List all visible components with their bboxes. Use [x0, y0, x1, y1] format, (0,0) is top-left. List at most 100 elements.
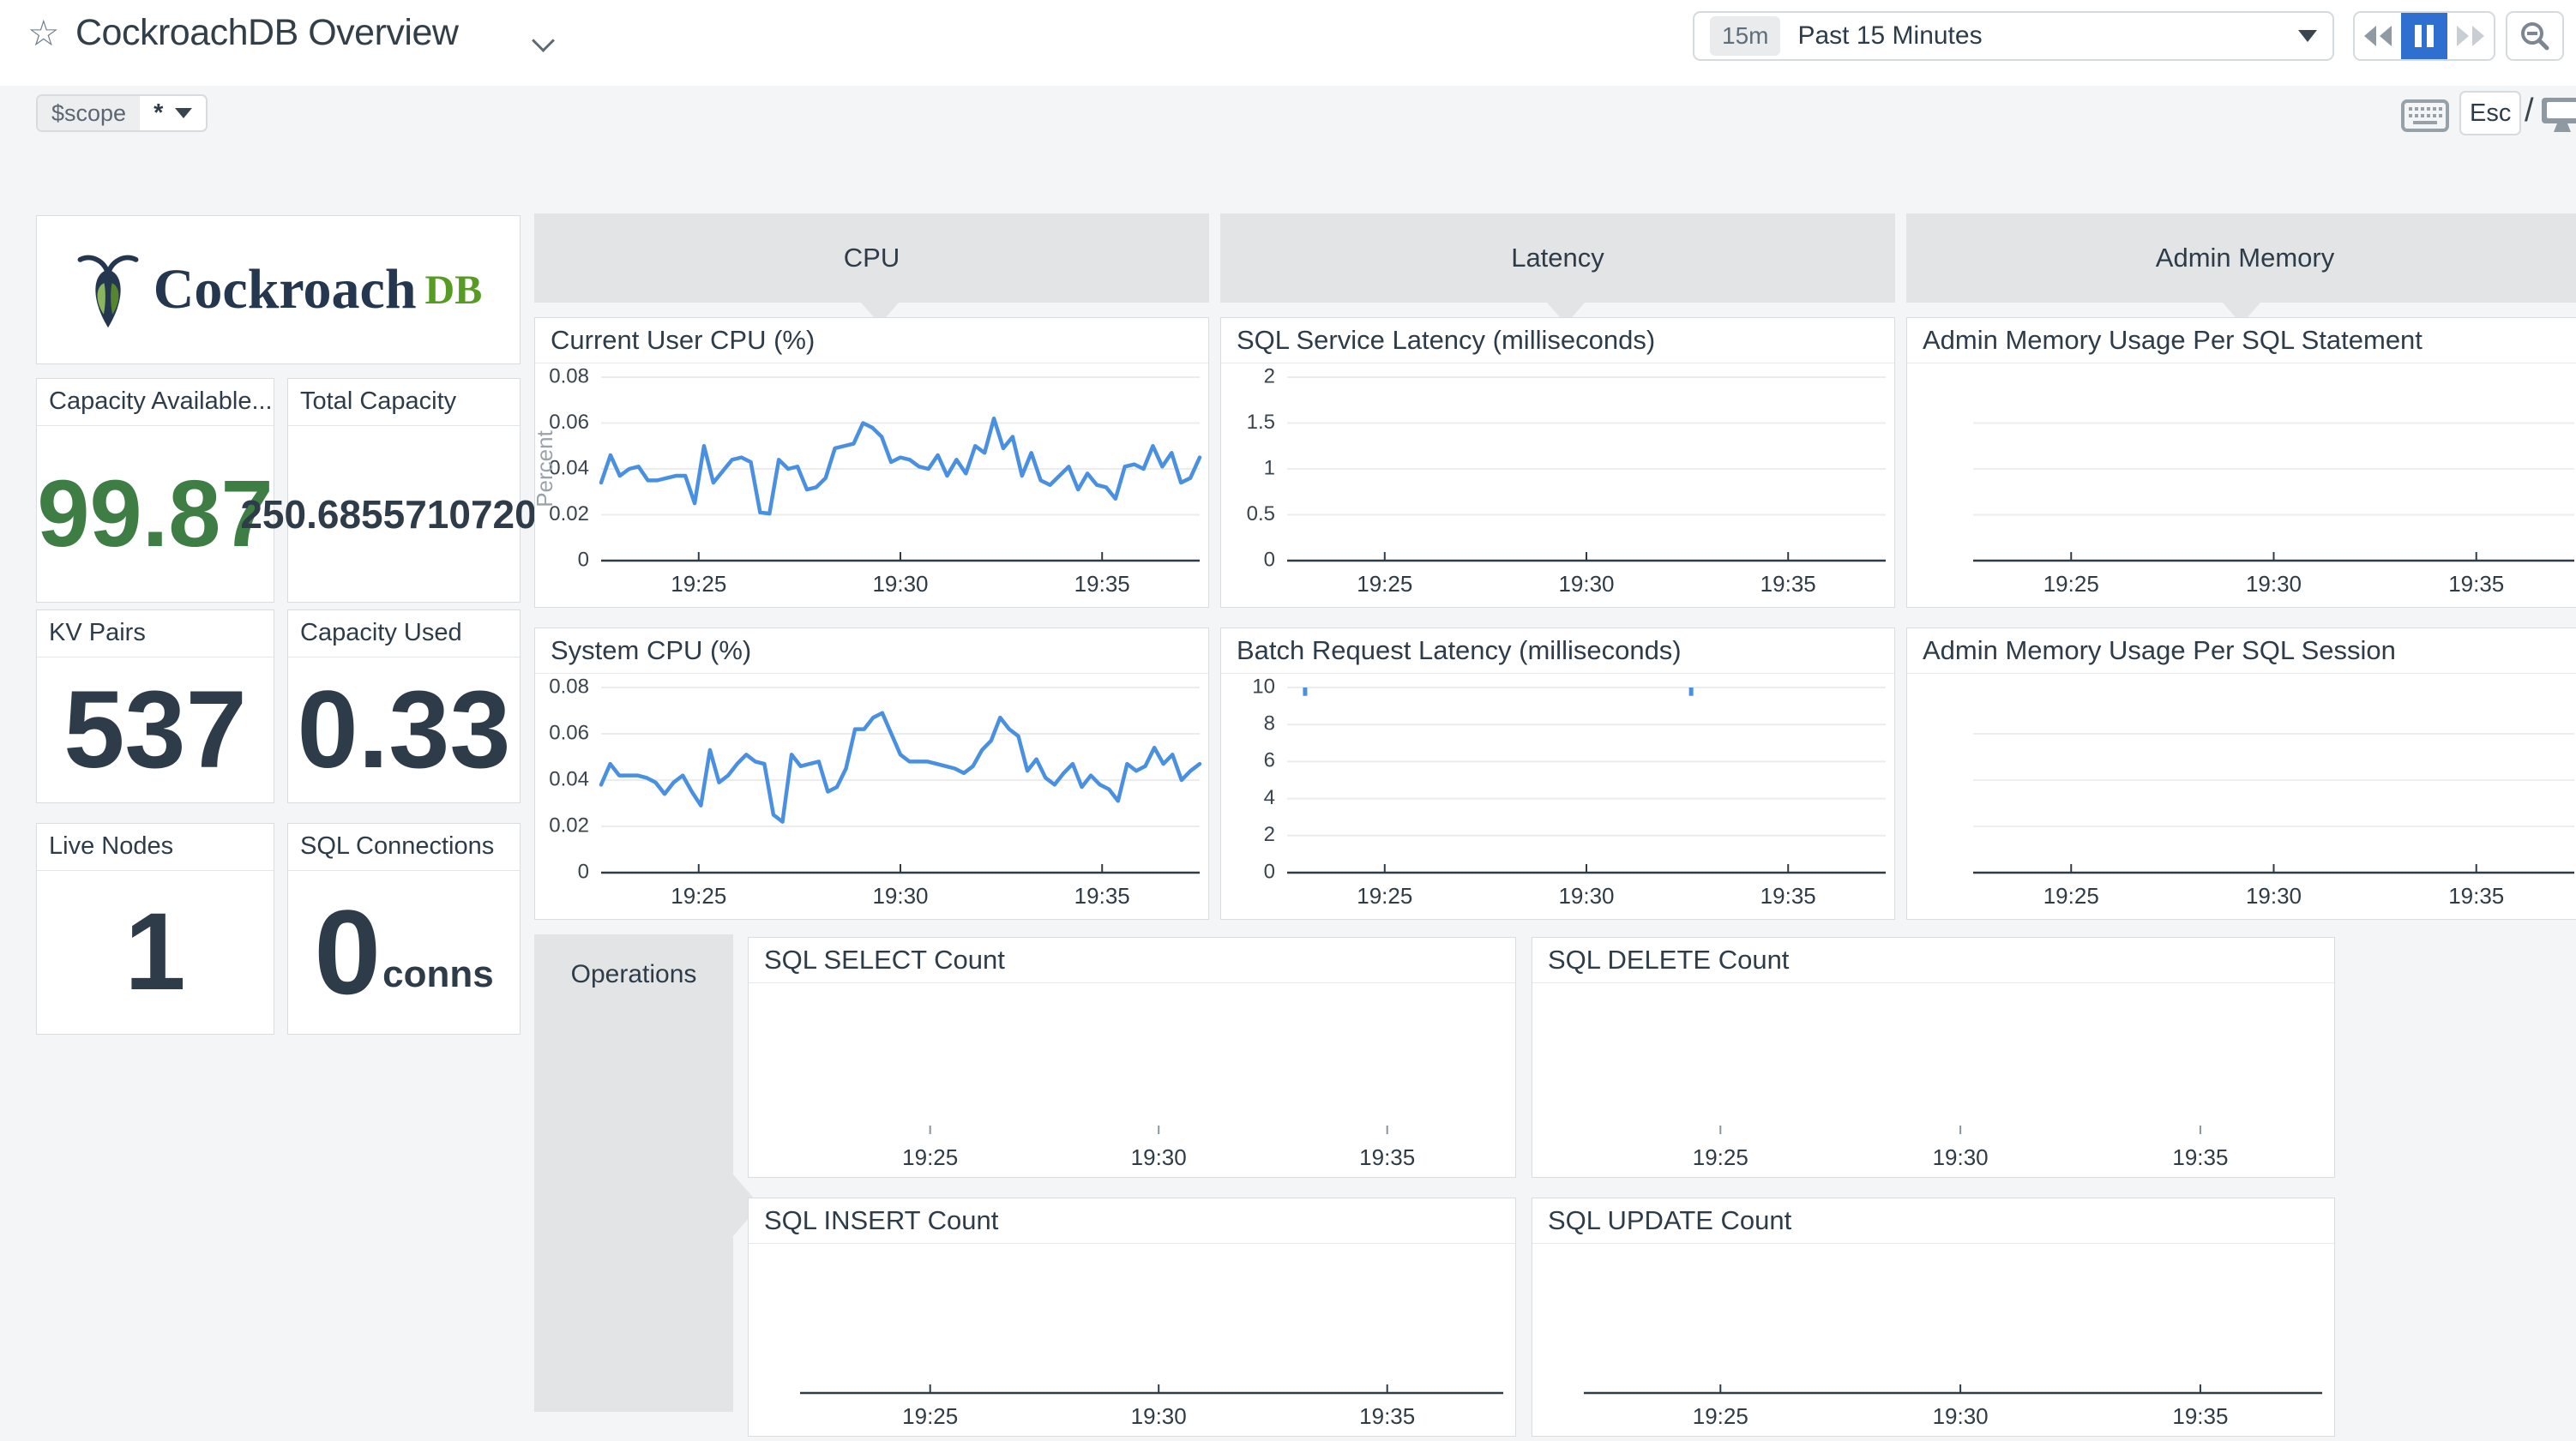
- stat-card-capacity-used: Capacity Used 0.33: [287, 609, 521, 803]
- chart-card-batch-request-latency: Batch Request Latency (milliseconds) 0 2 4…: [1220, 627, 1895, 920]
- chevron-down-icon[interactable]: [533, 29, 556, 51]
- rewind-button[interactable]: [2355, 13, 2401, 59]
- chart-card-current-user-cpu: Current User CPU (%) 0 0.02 0.04 0.06 0.08 19…: [534, 317, 1209, 608]
- fast-forward-button[interactable]: [2447, 13, 2494, 59]
- svg-text:2: 2: [1264, 364, 1275, 387]
- tv-mode-icon[interactable]: [2540, 96, 2576, 138]
- group-header-latency[interactable]: Latency: [1220, 213, 1895, 303]
- chart-title: Admin Memory Usage Per SQL Statement: [1907, 318, 2576, 363]
- stat-value: 99.87: [37, 460, 274, 567]
- logo-db-suffix: DB: [424, 267, 483, 313]
- svg-text:19:30: 19:30: [2246, 571, 2302, 597]
- svg-text:0: 0: [1264, 548, 1275, 571]
- stat-card-capacity-available: Capacity Available... 99.87: [36, 378, 274, 603]
- chart-plot[interactable]: 19:25 19:30 19:35: [749, 983, 1515, 1177]
- slash-separator: /: [2525, 93, 2534, 129]
- svg-text:19:25: 19:25: [2043, 883, 2099, 909]
- chart-title: SQL INSERT Count: [749, 1198, 1515, 1244]
- chart-title: SQL UPDATE Count: [1532, 1198, 2334, 1244]
- group-header-operations[interactable]: Operations: [534, 934, 733, 1412]
- stat-value: 0.33: [297, 668, 511, 791]
- chart-plot[interactable]: 0 0.02 0.04 0.06 0.08 19:25 19:30 19:35 Percent: [535, 363, 1208, 607]
- esc-key-hint: Esc: [2459, 91, 2522, 135]
- chart-card-admin-memory-session: Admin Memory Usage Per SQL Session 19:25…: [1906, 627, 2576, 920]
- chart-title: Admin Memory Usage Per SQL Session: [1907, 628, 2576, 674]
- pause-icon: [2415, 25, 2434, 47]
- scope-value: *: [140, 96, 206, 130]
- svg-text:0.06: 0.06: [549, 721, 589, 744]
- svg-text:19:35: 19:35: [1359, 1403, 1415, 1429]
- chart-card-admin-memory-statement: Admin Memory Usage Per SQL Statement 19:…: [1906, 317, 2576, 608]
- chart-card-sql-update-count: SQL UPDATE Count 19:25 19:30 19:35: [1532, 1198, 2335, 1437]
- svg-text:19:30: 19:30: [1933, 1144, 1989, 1170]
- chart-card-sql-service-latency: SQL Service Latency (milliseconds) 0 0.5 1…: [1220, 317, 1895, 608]
- star-icon[interactable]: ☆: [27, 13, 60, 53]
- svg-text:19:35: 19:35: [1760, 883, 1816, 909]
- stat-label: Live Nodes: [37, 824, 274, 871]
- fast-forward-icon: [2457, 26, 2484, 46]
- svg-text:2: 2: [1264, 823, 1275, 846]
- zoom-out-button[interactable]: [2506, 11, 2564, 61]
- chart-plot[interactable]: 19:25 19:30 19:35: [1532, 1244, 2334, 1436]
- stat-value: 250.6855710720: [240, 491, 537, 537]
- stat-value: 1: [124, 891, 186, 1013]
- chart-title: Batch Request Latency (milliseconds): [1221, 628, 1894, 674]
- chart-card-sql-select-count: SQL SELECT Count 19:25 19:30 19:35: [748, 937, 1516, 1178]
- chart-plot[interactable]: 0 0.5 1 1.5 2 19:25 19:30 19:35: [1221, 363, 1894, 607]
- time-range-selector[interactable]: 15m Past 15 Minutes: [1693, 11, 2334, 61]
- page-title: CockroachDB Overview: [75, 12, 459, 53]
- svg-text:0.06: 0.06: [549, 411, 589, 434]
- chart-title: SQL SELECT Count: [749, 938, 1515, 983]
- group-label: Admin Memory: [2155, 243, 2335, 273]
- svg-text:19:25: 19:25: [902, 1403, 958, 1429]
- svg-text:0.08: 0.08: [549, 364, 589, 387]
- zoom-out-icon: [2521, 22, 2549, 51]
- svg-text:0.04: 0.04: [549, 456, 589, 479]
- svg-text:19:30: 19:30: [1131, 1144, 1187, 1170]
- stat-value: 537: [63, 668, 247, 791]
- group-label: Latency: [1511, 243, 1604, 273]
- svg-text:4: 4: [1264, 786, 1275, 809]
- svg-text:19:30: 19:30: [1933, 1403, 1989, 1429]
- svg-text:0: 0: [578, 548, 589, 571]
- chart-title: SQL DELETE Count: [1532, 938, 2334, 983]
- svg-text:19:25: 19:25: [2043, 571, 2099, 597]
- chart-plot[interactable]: 19:25 19:30 19:35: [749, 1244, 1515, 1436]
- cockroachdb-logo-card: Cockroach DB: [36, 215, 521, 364]
- stat-label: KV Pairs: [37, 610, 274, 657]
- svg-text:19:25: 19:25: [1357, 571, 1412, 597]
- svg-text:0.04: 0.04: [549, 767, 589, 790]
- svg-text:19:25: 19:25: [1357, 883, 1412, 909]
- chart-plot[interactable]: 19:25 19:30 19:35: [1532, 983, 2334, 1177]
- svg-text:19:35: 19:35: [1359, 1144, 1415, 1170]
- svg-text:19:35: 19:35: [2448, 571, 2504, 597]
- svg-text:19:35: 19:35: [1760, 571, 1816, 597]
- svg-text:0.02: 0.02: [549, 502, 589, 525]
- stat-label: Capacity Available...: [37, 379, 274, 426]
- svg-text:0.08: 0.08: [549, 675, 589, 698]
- svg-text:1: 1: [1264, 456, 1275, 479]
- stat-card-kv-pairs: KV Pairs 537: [36, 609, 274, 803]
- svg-text:19:35: 19:35: [1074, 571, 1130, 597]
- chart-plot[interactable]: 19:25 19:30 19:35: [1907, 674, 2576, 919]
- caret-down-icon: [2298, 30, 2317, 42]
- chart-plot[interactable]: 0 2 4 6 8 10 19:25 19:30 19:35: [1221, 674, 1894, 919]
- svg-text:19:30: 19:30: [872, 571, 928, 597]
- svg-text:19:35: 19:35: [1074, 883, 1130, 909]
- svg-text:0.02: 0.02: [549, 814, 589, 837]
- keyboard-icon[interactable]: [2401, 99, 2449, 136]
- chart-title: System CPU (%): [535, 628, 1208, 674]
- chart-plot[interactable]: 0 0.02 0.04 0.06 0.08 19:25 19:30 19:35: [535, 674, 1208, 919]
- stat-label: Capacity Used: [288, 610, 520, 657]
- group-label: CPU: [843, 243, 900, 273]
- svg-text:0: 0: [578, 860, 589, 883]
- group-header-admin-memory[interactable]: Admin Memory: [1906, 213, 2576, 303]
- chart-card-sql-insert-count: SQL INSERT Count 19:25 19:30 19:35: [748, 1198, 1516, 1437]
- scope-template-variable[interactable]: $scope *: [36, 94, 208, 132]
- chart-plot[interactable]: 19:25 19:30 19:35: [1907, 363, 2576, 607]
- pause-button[interactable]: [2401, 13, 2447, 59]
- cockroach-bug-icon: [77, 255, 139, 328]
- stat-value: 0: [314, 885, 382, 1019]
- group-header-cpu[interactable]: CPU: [534, 213, 1209, 303]
- svg-text:19:35: 19:35: [2172, 1403, 2228, 1429]
